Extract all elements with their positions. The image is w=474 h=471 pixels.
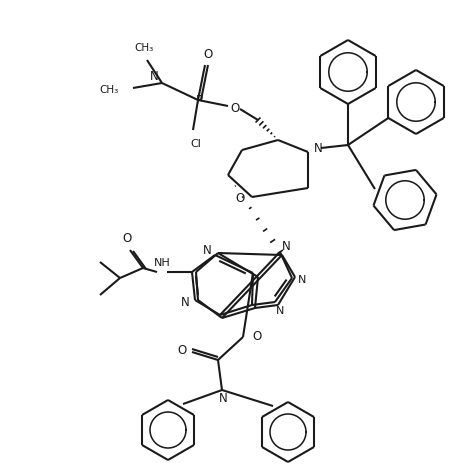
Text: N: N — [314, 141, 322, 154]
Text: CH₃: CH₃ — [134, 43, 154, 53]
Text: N: N — [219, 391, 228, 405]
Text: N: N — [282, 239, 291, 252]
Text: N: N — [298, 275, 306, 285]
Text: N: N — [150, 71, 158, 83]
Text: O: O — [236, 193, 245, 205]
Text: N: N — [276, 306, 284, 316]
Text: O: O — [122, 233, 132, 245]
Text: N: N — [181, 295, 190, 309]
Text: O: O — [203, 48, 213, 60]
Text: Cl: Cl — [191, 139, 201, 149]
Text: CH₃: CH₃ — [100, 85, 119, 95]
Text: O: O — [252, 331, 262, 343]
Text: O: O — [230, 103, 240, 115]
Text: O: O — [177, 343, 187, 357]
Text: P: P — [195, 94, 202, 106]
Text: NH: NH — [154, 258, 170, 268]
Text: N: N — [202, 244, 211, 258]
